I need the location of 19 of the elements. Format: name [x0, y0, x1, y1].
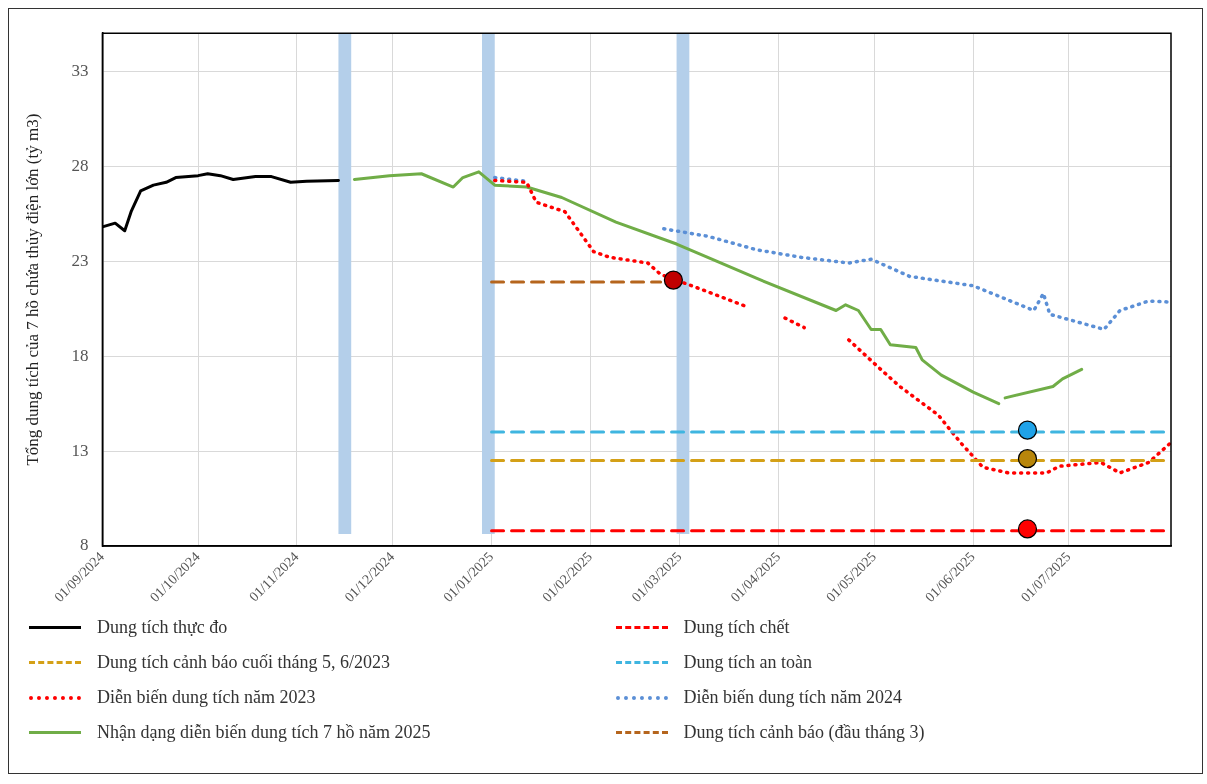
legend-label: Dung tích cảnh báo (đầu tháng 3)	[683, 722, 925, 743]
y-tick-label: 23	[71, 250, 89, 270]
point	[1017, 519, 1038, 539]
y-tick-label: 13	[71, 440, 89, 460]
legend-label: Diễn biến dung tích năm 2023	[97, 687, 316, 708]
legend-label: Diễn biến dung tích năm 2024	[683, 687, 902, 708]
y-tick-label: 33	[71, 60, 89, 80]
point	[1017, 420, 1038, 440]
y-tick-label: 18	[71, 345, 89, 365]
legend-label: Nhận dạng diễn biến dung tích 7 hồ năm 2025	[97, 722, 431, 743]
legend-label: Dung tích chết	[683, 617, 790, 638]
point	[1017, 449, 1038, 469]
legend-label: Dung tích thực đo	[97, 617, 228, 638]
y-tick-label: 8	[79, 535, 89, 555]
y-axis-title: Tổng dung tích của 7 hồ chứa thủy điện lớn (tỷ m3)	[22, 113, 42, 466]
legend-label: Dung tích cảnh báo cuối tháng 5, 6/2023	[97, 652, 390, 673]
legend-label: Dung tích an toàn	[683, 652, 812, 673]
y-tick-label: 28	[71, 155, 89, 175]
point	[663, 270, 683, 290]
